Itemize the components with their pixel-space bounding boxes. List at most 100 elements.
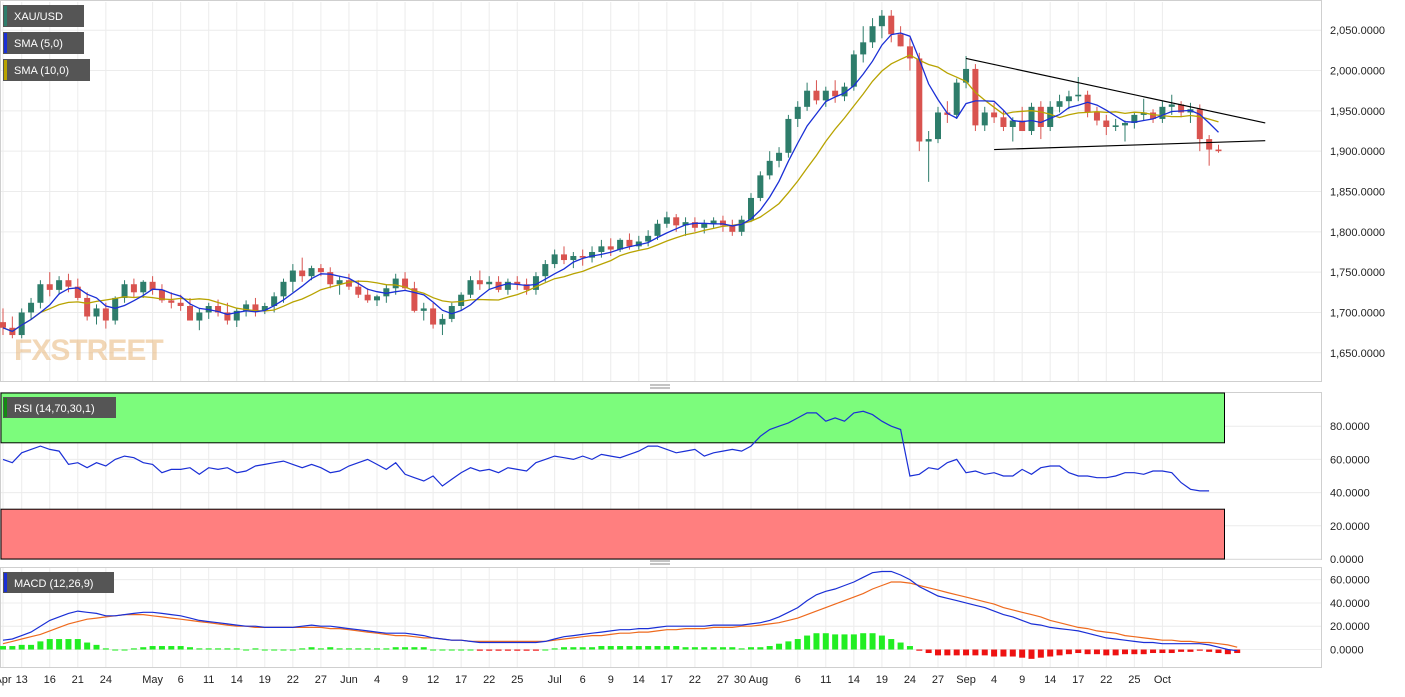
macd-histogram-bar [84,642,91,650]
legend-sma5[interactable]: SMA (5,0) [3,32,84,54]
macd-histogram-bar [420,647,427,650]
candle-body [635,241,642,247]
candle-body [1178,104,1185,113]
candle-body [626,239,633,247]
rsi-plot [0,392,1225,560]
candle-body [280,281,287,297]
candle-body [561,254,567,261]
x-tick-label: 19 [259,674,271,686]
trendline-lower [994,140,1266,151]
candle-body [411,288,418,311]
macd-histogram-bar [1019,649,1026,658]
legend-macd[interactable]: MACD (12,26,9) [3,572,114,593]
macd-histogram-bar [458,649,465,651]
candle-body [579,256,586,258]
macd-histogram-bar [1009,649,1016,657]
macd-histogram-bar [1150,649,1157,654]
candle-body [289,270,296,282]
macd-histogram-bar [981,649,988,656]
macd-histogram-bar [327,647,334,650]
rsi-panel-resize-handle[interactable] [650,560,670,565]
legend-xauusd[interactable]: XAU/USD [3,5,84,27]
candle-body [701,223,708,228]
macd-histogram-bar [9,646,16,650]
x-tick-label: 24 [904,674,916,686]
macd-histogram-bar [1084,649,1091,655]
candle-body [430,308,437,325]
macd-histogram-bar [579,647,586,650]
price-y-tick-label: 1,800.0000 [1330,227,1385,239]
macd-histogram-bar [1131,649,1138,655]
macd-histogram-bar [158,646,165,650]
x-tick-label: 9 [608,674,614,686]
macd-histogram-bar [504,649,511,651]
x-tick-label: 16 [44,674,56,686]
macd-histogram-bar [121,649,128,651]
candle-body [448,306,455,319]
candle-body [215,306,222,313]
macd-histogram-bar [841,634,848,650]
candle-body [766,160,773,176]
price-y-tick-label: 1,650.0000 [1330,348,1385,360]
macd-histogram-bar [888,639,895,650]
candle-body [878,15,885,27]
macd-histogram-bar [794,639,801,650]
legend-sma10[interactable]: SMA (10,0) [3,59,90,81]
macd-histogram-bar [317,648,324,650]
rsi-y-tick-label: 40.0000 [1330,488,1370,500]
candle-body [243,304,250,311]
macd-histogram-bar [906,646,913,650]
sma10-line [2,54,1219,333]
macd-histogram-bar [280,649,287,651]
candle-body [364,294,371,301]
candle-body [663,217,670,224]
macd-histogram-bar [897,642,904,650]
macd-histogram-bar [1065,649,1072,655]
macd-histogram-bar [878,635,885,650]
candle-body [963,68,970,83]
candle-body [925,139,932,142]
macd-histogram-bar [570,647,577,650]
sma5-line [2,32,1219,333]
price-y-tick-label: 1,950.0000 [1330,106,1385,118]
candle-body [869,26,876,43]
candle-body [486,281,493,285]
macd-histogram-bar [1103,649,1110,656]
candle-body [598,246,605,252]
macd-histogram-bar [168,646,175,650]
macd-histogram-bar [28,644,35,650]
macd-histogram-bar [56,639,63,650]
candle-body [420,308,427,311]
macd-histogram-bar [1196,649,1203,651]
macd-histogram-bar [112,649,119,651]
candle-body [972,68,979,126]
candle-body [710,220,717,224]
candle-body [1112,125,1119,127]
candle-body [112,297,119,321]
candle-body [224,312,231,321]
x-tick-label: 17 [455,674,467,686]
candle-body [906,46,913,59]
price-panel-resize-handle[interactable] [650,384,670,389]
legend-sma5-label: SMA (5,0) [14,38,63,50]
macd-histogram-bar [710,647,717,650]
candle-body [383,288,390,297]
candle-body [1000,117,1007,127]
axis-layer: Apr 13 16 21 24 May 6 11 14 19 22 27 Jun 4 9 12 17 22 25 Ju… [0,25,1385,686]
x-tick-label: 21 [72,674,84,686]
macd-histogram-bar [383,648,390,650]
price-y-tick-label: 2,050.0000 [1330,25,1385,37]
candle-body [327,272,334,285]
macd-histogram-bar [224,648,231,650]
x-tick-label: Apr [0,674,12,686]
macd-histogram-bar [654,646,661,650]
x-tick-label: 27 [315,674,327,686]
candle-body [1093,112,1100,121]
macd-histogram-bar [935,649,941,656]
candle-body [757,175,764,198]
macd-histogram-bar [1122,649,1128,655]
macd-histogram-bar [486,649,493,651]
legend-rsi[interactable]: RSI (14,70,30,1) [3,397,116,418]
